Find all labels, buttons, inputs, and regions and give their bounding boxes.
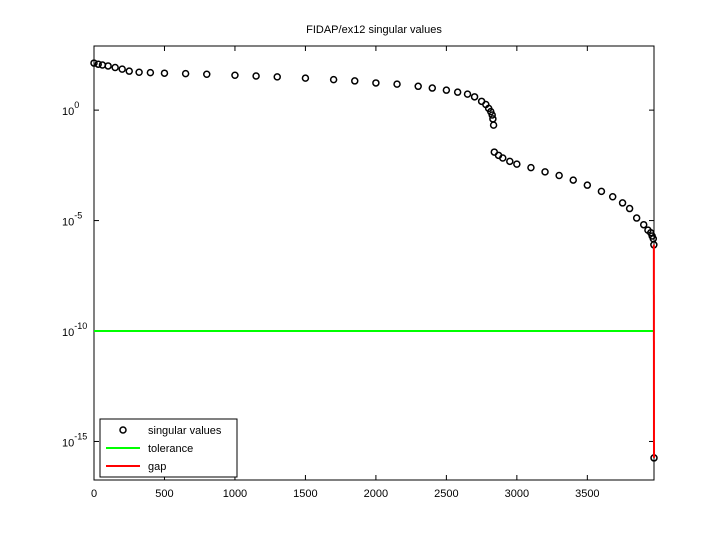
point (541, 168, 549, 176)
x-tick-label: 2500 (434, 488, 458, 500)
point (118, 65, 126, 73)
point (470, 93, 479, 101)
point (489, 121, 498, 129)
point (428, 84, 437, 92)
point (527, 163, 535, 172)
point (273, 73, 281, 81)
point (555, 171, 563, 180)
point (569, 176, 577, 184)
point (90, 59, 98, 67)
y-tick-label: 10-10 (62, 321, 87, 339)
point (597, 187, 606, 196)
x-tick-label: 3500 (575, 488, 599, 500)
x-tick-label: 1500 (293, 488, 317, 500)
y-tick-exponent: -15 (74, 431, 87, 441)
point (442, 86, 451, 94)
x-tick-label: 1000 (223, 488, 247, 500)
point (160, 69, 169, 77)
plot-frame (93, 45, 655, 481)
point (372, 79, 380, 87)
point (231, 71, 239, 79)
point (329, 75, 338, 84)
point (135, 68, 143, 76)
point (506, 157, 514, 166)
x-tick-label: 2000 (364, 488, 388, 500)
point (351, 77, 359, 85)
point (181, 69, 190, 78)
legend-label: tolerance (148, 443, 193, 455)
point (583, 181, 592, 189)
y-tick-base: 10 (62, 437, 74, 449)
point (463, 90, 472, 98)
point (252, 72, 260, 80)
point (639, 220, 648, 229)
legend-swatch (119, 426, 127, 434)
point (608, 192, 617, 201)
point (632, 214, 641, 222)
x-tick-label: 0 (91, 488, 97, 500)
point (301, 74, 310, 82)
point (453, 88, 462, 96)
point (125, 67, 133, 75)
point (111, 63, 119, 72)
point (499, 154, 507, 162)
point (94, 60, 102, 68)
y-tick-exponent: -5 (74, 211, 82, 221)
y-tick-label: 100 (62, 100, 79, 118)
y-tick-label: 10-5 (62, 211, 82, 229)
y-tick-base: 10 (62, 106, 74, 118)
point (104, 62, 112, 70)
point (488, 111, 496, 119)
y-tick-base: 10 (62, 217, 74, 229)
point (618, 199, 627, 207)
x-tick-label: 500 (155, 488, 173, 500)
x-tick-label: 3000 (505, 488, 529, 500)
y-tick-exponent: -10 (74, 321, 87, 331)
point (146, 68, 155, 77)
y-tick-base: 10 (62, 327, 74, 339)
y-tick-exponent: 0 (74, 100, 79, 110)
y-tick-label: 10-15 (62, 431, 87, 449)
legend-label: gap (148, 461, 166, 473)
point (414, 82, 422, 91)
point (513, 160, 521, 168)
point (625, 204, 634, 213)
chart-title: FIDAP/ex12 singular values (306, 24, 442, 36)
point (393, 80, 401, 88)
legend-label: singular values (148, 425, 222, 437)
point (203, 70, 211, 79)
